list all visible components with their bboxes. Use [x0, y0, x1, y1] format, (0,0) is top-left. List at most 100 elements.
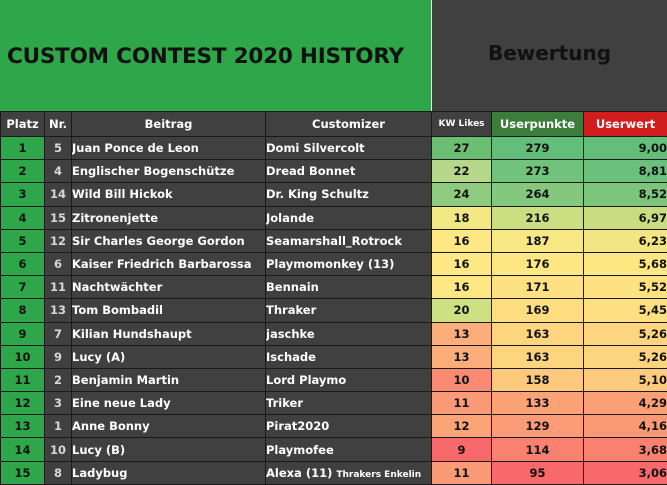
cell-nr: 9: [45, 345, 72, 368]
cell-kw-likes: 18: [432, 206, 492, 229]
customizer-name: Alexa (11): [266, 466, 332, 480]
cell-beitrag: Kaiser Friedrich Barbarossa: [72, 252, 266, 275]
cell-nr: 1: [45, 415, 72, 438]
cell-userpunkte: 279: [492, 137, 584, 160]
cell-nr: 4: [45, 160, 72, 183]
cell-userwert: 5,26: [584, 345, 667, 368]
cell-userpunkte: 216: [492, 206, 584, 229]
header-customizer: Customizer: [266, 112, 432, 137]
cell-platz: 14: [1, 438, 45, 461]
cell-beitrag: Anne Bonny: [72, 415, 266, 438]
cell-customizer: Dread Bonnet: [266, 160, 432, 183]
cell-platz: 8: [1, 299, 45, 322]
cell-platz: 7: [1, 276, 45, 299]
cell-platz: 11: [1, 368, 45, 391]
rating-box: Bewertung: [432, 0, 667, 111]
cell-kw-likes: 24: [432, 183, 492, 206]
cell-platz: 9: [1, 322, 45, 345]
cell-customizer: Bennain: [266, 276, 432, 299]
cell-customizer: Thraker: [266, 299, 432, 322]
cell-platz: 6: [1, 252, 45, 275]
cell-userwert: 9,00: [584, 137, 667, 160]
cell-beitrag: Nachtwächter: [72, 276, 266, 299]
cell-kw-likes: 20: [432, 299, 492, 322]
cell-customizer: Jolande: [266, 206, 432, 229]
customizer-note: Thrakers Enkelin: [336, 470, 421, 480]
cell-userpunkte: 163: [492, 345, 584, 368]
cell-beitrag: Lucy (A): [72, 345, 266, 368]
cell-kw-likes: 11: [432, 461, 492, 484]
cell-kw-likes: 22: [432, 160, 492, 183]
cell-beitrag: Ladybug: [72, 461, 266, 484]
cell-userwert: 5,45: [584, 299, 667, 322]
cell-userwert: 5,52: [584, 276, 667, 299]
cell-customizer: Dr. King Schultz: [266, 183, 432, 206]
cell-userpunkte: 133: [492, 392, 584, 415]
cell-userpunkte: 176: [492, 252, 584, 275]
cell-userpunkte: 129: [492, 415, 584, 438]
cell-kw-likes: 16: [432, 276, 492, 299]
cell-customizer: Playmofee: [266, 438, 432, 461]
cell-nr: 11: [45, 276, 72, 299]
header-userpunkte: Userpunkte: [492, 112, 584, 137]
cell-customizer: Domi Silvercolt: [266, 137, 432, 160]
cell-kw-likes: 11: [432, 392, 492, 415]
header-userwert: Userwert: [584, 112, 667, 137]
cell-beitrag: Juan Ponce de Leon: [72, 137, 266, 160]
cell-kw-likes: 12: [432, 415, 492, 438]
cell-kw-likes: 9: [432, 438, 492, 461]
cell-nr: 6: [45, 252, 72, 275]
cell-nr: 15: [45, 206, 72, 229]
cell-platz: 5: [1, 229, 45, 252]
cell-kw-likes: 16: [432, 229, 492, 252]
cell-customizer: Ischade: [266, 345, 432, 368]
header-nr: Nr.: [45, 112, 72, 137]
cell-userwert: 8,52: [584, 183, 667, 206]
cell-userwert: 4,29: [584, 392, 667, 415]
cell-userpunkte: 273: [492, 160, 584, 183]
cell-nr: 12: [45, 229, 72, 252]
cell-userwert: 3,06: [584, 461, 667, 484]
cell-beitrag: Eine neue Lady: [72, 392, 266, 415]
cell-nr: 2: [45, 368, 72, 391]
cell-platz: 2: [1, 160, 45, 183]
cell-nr: 10: [45, 438, 72, 461]
cell-nr: 8: [45, 461, 72, 484]
cell-userwert: 6,23: [584, 229, 667, 252]
rating-label: Bewertung: [488, 41, 611, 65]
cell-nr: 5: [45, 137, 72, 160]
cell-userwert: 5,26: [584, 322, 667, 345]
cell-beitrag: Lucy (B): [72, 438, 266, 461]
cell-userpunkte: 171: [492, 276, 584, 299]
cell-nr: 14: [45, 183, 72, 206]
cell-kw-likes: 27: [432, 137, 492, 160]
cell-userpunkte: 163: [492, 322, 584, 345]
cell-userwert: 3,68: [584, 438, 667, 461]
cell-nr: 3: [45, 392, 72, 415]
cell-userpunkte: 264: [492, 183, 584, 206]
cell-beitrag: Benjamin Martin: [72, 368, 266, 391]
cell-customizer: Triker: [266, 392, 432, 415]
cell-platz: 3: [1, 183, 45, 206]
cell-customizer: Seamarshall_Rotrock: [266, 229, 432, 252]
cell-nr: 7: [45, 322, 72, 345]
cell-customizer: Lord Playmo: [266, 368, 432, 391]
header-platz: Platz: [1, 112, 45, 137]
cell-kw-likes: 13: [432, 322, 492, 345]
cell-beitrag: Zitronenjette: [72, 206, 266, 229]
cell-platz: 15: [1, 461, 45, 484]
cell-userpunkte: 114: [492, 438, 584, 461]
cell-platz: 10: [1, 345, 45, 368]
header-kw-likes: KW Likes: [432, 112, 492, 137]
cell-userpunkte: 95: [492, 461, 584, 484]
